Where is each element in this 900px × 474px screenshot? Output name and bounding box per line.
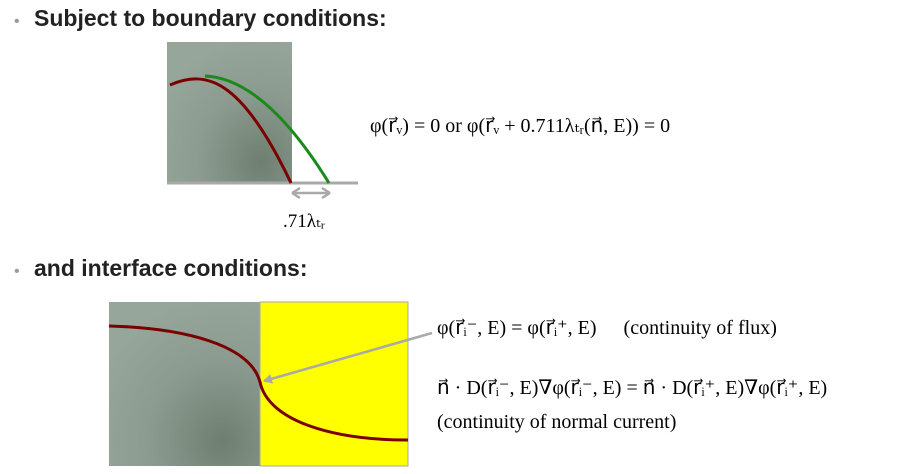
boundary-equation: φ(r⃗ᵥ) = 0 or φ(r⃗ᵥ + 0.711λₜᵣ(n⃗, E)) =… — [370, 115, 671, 137]
extrapolated-flux-curve — [204, 74, 331, 184]
flux-continuity-equation: φ(r⃗ᵢ⁻, E) = φ(r⃗ᵢ⁺, E) (continuity of f… — [437, 315, 777, 340]
bullet-dot: • — [14, 263, 20, 280]
bullet-dot: • — [14, 13, 20, 30]
extrapolation-distance-arrow — [291, 186, 331, 200]
current-note: (continuity of normal current) — [437, 411, 677, 433]
interface-bullet: • and interface conditions: — [14, 255, 307, 282]
flux-curve-boundary — [169, 77, 293, 184]
boundary-bullet: • Subject to boundary conditions: — [14, 5, 387, 32]
current-continuity-equation: n⃗ · D(r⃗ᵢ⁻, E)∇φ(r⃗ᵢ⁻, E) = n⃗ · D(r⃗ᵢ⁺… — [437, 377, 828, 399]
boundary-medium — [167, 42, 292, 183]
interface-heading: and interface conditions: — [34, 255, 308, 281]
flux-note: (continuity of flux) — [623, 317, 777, 339]
boundary-heading: Subject to boundary conditions: — [34, 5, 387, 31]
extrapolation-label: .71λₜᵣ — [283, 211, 326, 232]
flux-equation: φ(r⃗ᵢ⁻, E) = φ(r⃗ᵢ⁺, E) — [437, 317, 597, 339]
flux-curve-interface — [108, 324, 409, 442]
interface-medium-right — [259, 301, 409, 467]
interface-pointer-arrow — [263, 331, 433, 384]
interface-medium-left — [109, 302, 260, 466]
